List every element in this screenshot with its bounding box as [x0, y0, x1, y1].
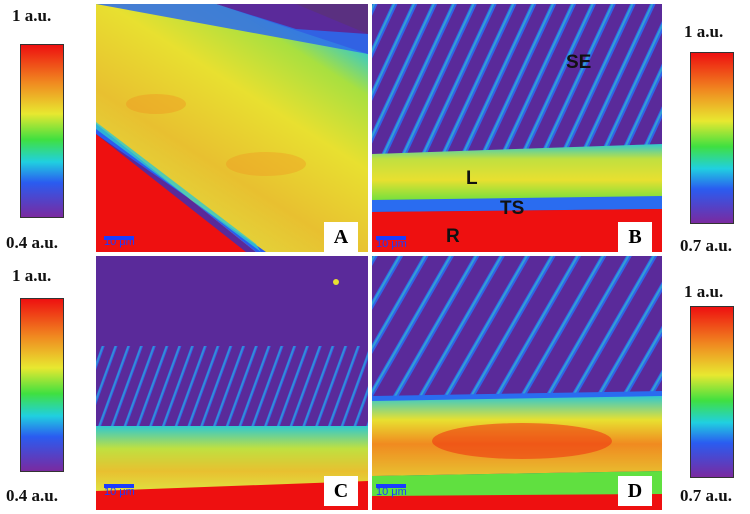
- panel-d-scale-bar: [376, 484, 406, 488]
- colorbar-bottom-right: [690, 306, 734, 478]
- panel-a-scale-text: 10 μm: [104, 236, 135, 248]
- colorbar-bottom-right-max-label: 1 a.u.: [684, 282, 724, 301]
- panel-a-letter: A: [324, 222, 358, 252]
- colorbar-bottom-left-max-label: 1 a.u.: [12, 266, 52, 285]
- panel-d-letter: D: [618, 476, 652, 506]
- colorbar-top-left-max-label: 1 a.u.: [12, 6, 52, 25]
- colorbar-top-right-max-label: 1 a.u.: [684, 22, 724, 41]
- panel-c-scale-bar: [104, 484, 134, 488]
- colorbar-bottom-right-min-label: 0.7 a.u.: [680, 486, 732, 505]
- panel-b-label-l: L: [466, 168, 478, 189]
- panel-b-label-r: R: [446, 226, 460, 247]
- panel-d-scale-text: 10 μm: [376, 486, 407, 498]
- colorbar-top-left: [20, 44, 64, 218]
- panel-b-label-se: SE: [566, 52, 592, 73]
- colorbar-bottom-left-min-label: 0.4 a.u.: [6, 486, 58, 505]
- colorbar-top-right-min-label: 0.7 a.u.: [680, 236, 732, 255]
- panel-a-image: [96, 4, 368, 252]
- panel-c-scale-text: 10 μm: [104, 486, 135, 498]
- colorbar-bottom-left: [20, 298, 64, 472]
- panel-d-image: [372, 256, 662, 510]
- panel-b-scale-text: 10 μm: [376, 238, 407, 250]
- panel-b-label-ts: TS: [500, 198, 525, 219]
- panel-b-scale-bar: [376, 236, 406, 240]
- panel-b-image: [372, 4, 662, 252]
- panel-b-letter: B: [618, 222, 652, 252]
- panel-c-letter: C: [324, 476, 358, 506]
- panel-c-image: [96, 256, 368, 510]
- colorbar-top-left-min-label: 0.4 a.u.: [6, 233, 58, 252]
- colorbar-top-right: [690, 52, 734, 224]
- panel-a-scale-bar: [104, 236, 134, 240]
